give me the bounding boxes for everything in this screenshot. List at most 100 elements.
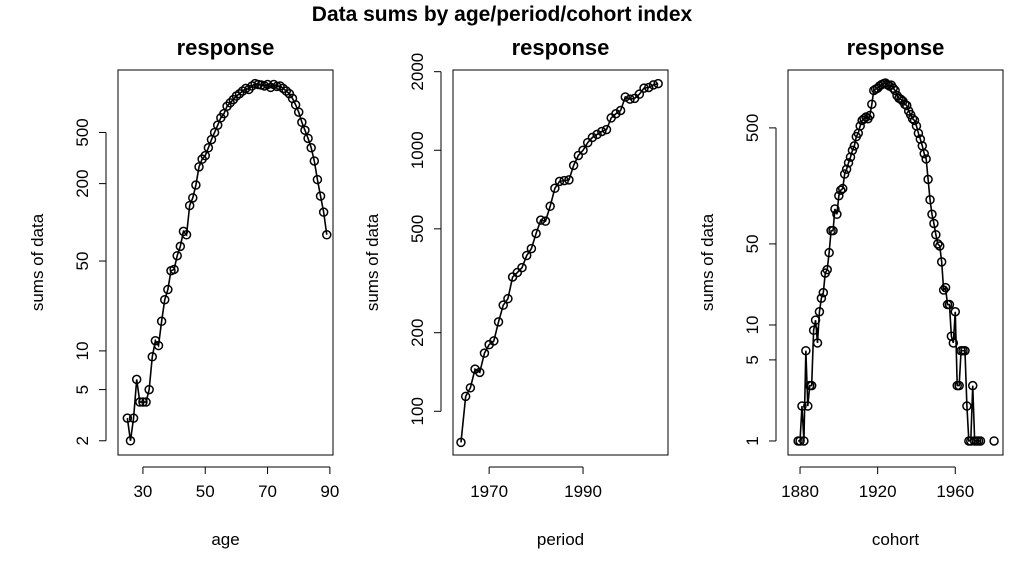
x-tick-label: 1970 <box>470 482 508 501</box>
y-tick-label: 50 <box>73 252 92 271</box>
data-point <box>845 152 856 162</box>
data-point <box>907 113 918 124</box>
data-point <box>191 180 201 190</box>
data-point <box>568 160 579 171</box>
data-point <box>489 336 499 346</box>
data-point <box>601 124 612 135</box>
data-point <box>564 175 574 185</box>
data-point <box>303 133 313 144</box>
data-point <box>587 132 598 143</box>
y-axis-label: sums of data <box>28 213 47 311</box>
data-point <box>456 437 466 448</box>
x-tick-label: 90 <box>320 482 339 501</box>
data-point <box>948 338 959 348</box>
panel-title: response <box>177 35 275 60</box>
plot-box <box>452 69 669 456</box>
y-axis-label: sums of data <box>698 213 717 311</box>
y-tick-label: 500 <box>73 118 92 146</box>
data-point <box>122 413 133 423</box>
data-point <box>962 401 972 411</box>
data-point <box>175 241 186 252</box>
data-point <box>867 99 877 109</box>
data-point <box>536 215 546 225</box>
data-point <box>799 436 809 446</box>
data-point <box>203 143 214 153</box>
data-point <box>841 164 852 175</box>
data-point <box>125 436 136 446</box>
data-point <box>801 345 811 356</box>
data-point <box>517 262 527 273</box>
data-point <box>806 380 817 391</box>
data-point <box>828 225 838 236</box>
data-point <box>808 325 819 336</box>
data-point <box>824 247 834 258</box>
data-point <box>836 185 846 196</box>
data-point <box>832 209 842 220</box>
data-point <box>322 230 332 240</box>
data-point <box>865 110 875 121</box>
data-point <box>954 380 964 391</box>
y-tick-label: 50 <box>743 234 762 253</box>
data-point <box>578 145 588 156</box>
data-point <box>644 82 654 93</box>
y-tick-label: 200 <box>408 319 427 347</box>
plot-box <box>787 69 1004 456</box>
data-point <box>475 367 485 378</box>
data-point <box>639 83 649 93</box>
data-point <box>933 239 943 249</box>
data-point <box>300 125 310 136</box>
data-point <box>818 287 829 298</box>
y-tick-label: 1 <box>743 436 762 445</box>
y-tick-label: 2000 <box>408 53 427 91</box>
data-point <box>262 79 273 90</box>
data-line <box>460 82 659 443</box>
x-tick-label: 1880 <box>781 482 819 501</box>
y-axis-label: sums of data <box>363 213 382 311</box>
data-point <box>128 413 139 423</box>
x-axis-label: age <box>211 530 239 549</box>
data-point <box>915 134 926 144</box>
panel-title: response <box>847 35 945 60</box>
data-point <box>847 145 858 156</box>
x-tick-label: 30 <box>133 482 152 501</box>
data-point <box>822 264 832 275</box>
data-point <box>540 216 551 226</box>
data-point <box>144 384 154 395</box>
data-point <box>194 162 204 172</box>
data-point <box>810 315 821 325</box>
data-point <box>550 183 560 194</box>
y-tick-label: 200 <box>73 169 92 197</box>
data-point <box>526 243 537 254</box>
data-point <box>950 307 961 317</box>
data-point <box>184 200 195 211</box>
data-line <box>126 82 328 441</box>
x-tick-label: 1960 <box>936 482 974 501</box>
data-point <box>582 137 593 148</box>
data-point <box>849 141 860 151</box>
x-tick-label: 50 <box>196 482 215 501</box>
data-point <box>989 436 999 446</box>
data-point <box>960 345 970 356</box>
data-point <box>181 230 192 240</box>
data-point <box>816 293 827 303</box>
data-point <box>615 105 626 116</box>
data-point <box>967 380 978 391</box>
y-tick-label: 500 <box>743 114 762 142</box>
data-point <box>493 317 504 327</box>
data-point <box>940 282 951 293</box>
data-point <box>927 209 937 220</box>
data-point <box>975 436 986 446</box>
data-point <box>559 175 570 186</box>
data-point <box>138 397 148 407</box>
data-point <box>936 257 947 267</box>
main-title: Data sums by age/period/cohort index <box>312 3 693 26</box>
data-point <box>592 129 602 140</box>
data-point <box>938 285 949 295</box>
x-tick-label: 70 <box>258 482 277 501</box>
data-point <box>163 284 173 295</box>
data-point <box>919 148 929 159</box>
y-tick-label: 100 <box>408 397 427 425</box>
data-point <box>141 397 151 407</box>
panel-title: response <box>512 35 610 60</box>
data-point <box>888 83 898 93</box>
